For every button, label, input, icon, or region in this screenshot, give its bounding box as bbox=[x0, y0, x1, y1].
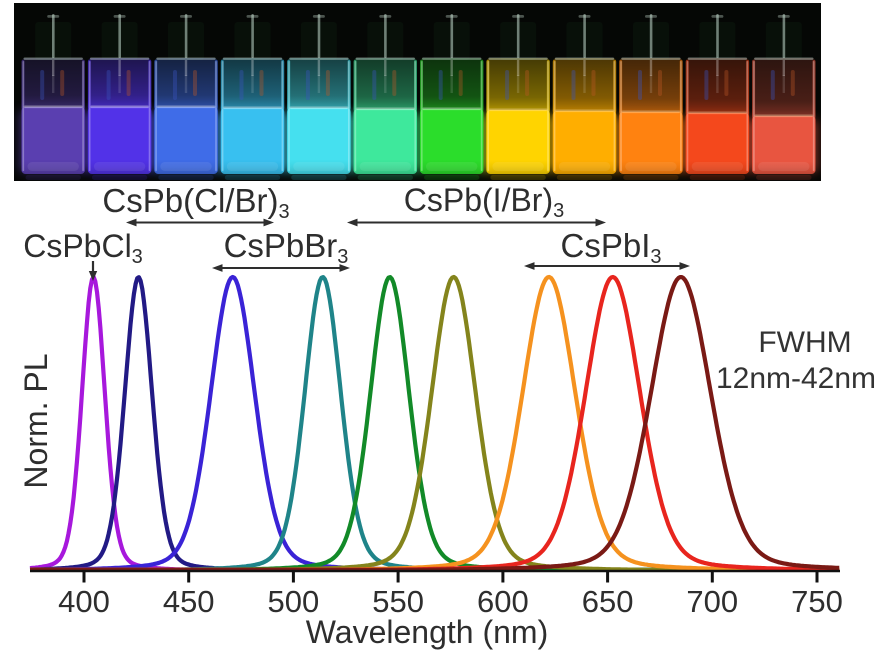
svg-text:CsPb(I/Br)3: CsPb(I/Br)3 bbox=[404, 182, 564, 222]
svg-text:CsPbI3: CsPbI3 bbox=[561, 227, 662, 268]
svg-text:Wavelength (nm): Wavelength (nm) bbox=[306, 614, 548, 650]
svg-text:CsPbCl3: CsPbCl3 bbox=[23, 228, 143, 268]
svg-text:12nm-42nm: 12nm-42nm bbox=[716, 362, 876, 395]
svg-text:600: 600 bbox=[477, 584, 529, 619]
svg-text:700: 700 bbox=[686, 584, 738, 619]
svg-text:400: 400 bbox=[58, 584, 110, 619]
svg-text:CsPb(Cl/Br)3: CsPb(Cl/Br)3 bbox=[102, 182, 289, 223]
svg-text:500: 500 bbox=[268, 584, 320, 619]
svg-text:750: 750 bbox=[791, 584, 843, 619]
svg-text:550: 550 bbox=[372, 584, 424, 619]
svg-text:FWHM: FWHM bbox=[758, 326, 851, 359]
svg-text:Norm. PL: Norm. PL bbox=[18, 353, 54, 488]
svg-text:650: 650 bbox=[582, 584, 634, 619]
svg-text:CsPbBr3: CsPbBr3 bbox=[224, 227, 349, 268]
svg-text:450: 450 bbox=[163, 584, 215, 619]
